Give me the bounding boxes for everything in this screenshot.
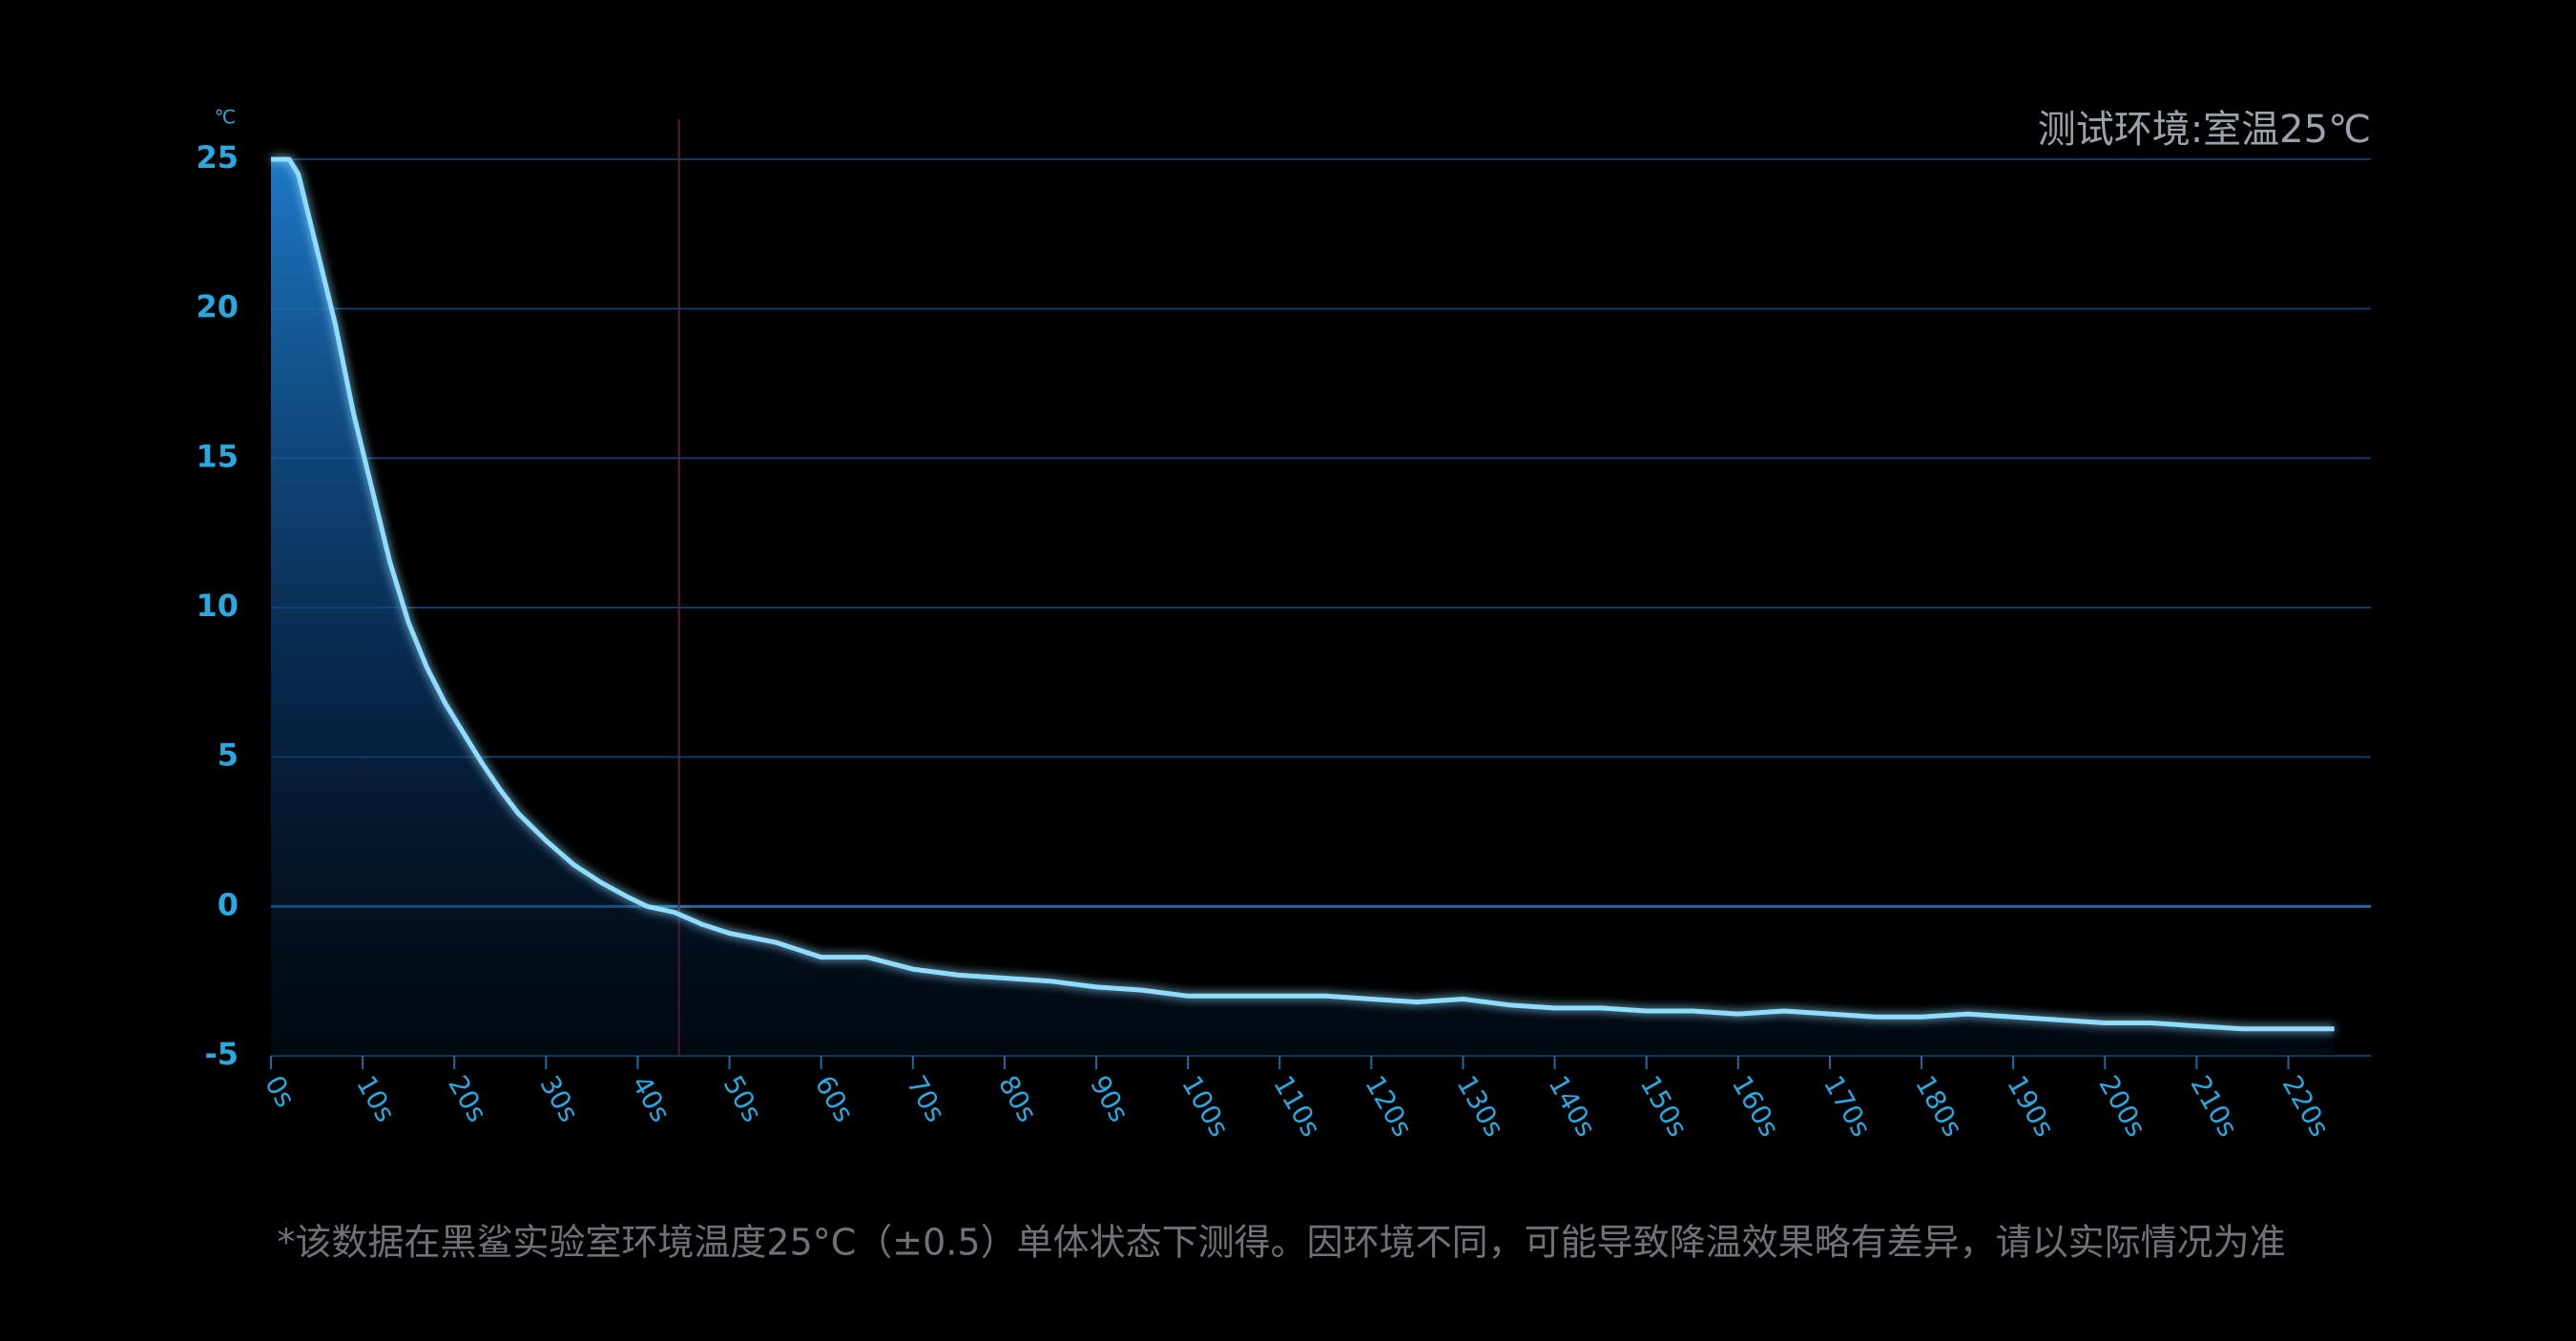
y-tick-label: -5: [204, 1036, 239, 1072]
y-tick-label: 5: [218, 737, 239, 774]
x-tick-label: 20s: [442, 1070, 493, 1127]
x-tick-label: 200s: [2092, 1070, 2152, 1142]
x-tick-label: 220s: [2276, 1070, 2337, 1142]
x-tick-label: 160s: [1726, 1070, 1786, 1142]
x-tick-label: 10s: [350, 1070, 402, 1127]
area: [271, 159, 2335, 1056]
x-tick-label: 180s: [1909, 1070, 1969, 1142]
y-tick-label: 15: [196, 438, 239, 474]
x-tick-label: 50s: [717, 1070, 769, 1127]
x-tick-label: 150s: [1634, 1070, 1694, 1142]
x-tick-label: 80s: [992, 1070, 1044, 1127]
x-tick-label: 170s: [1818, 1070, 1878, 1142]
x-tick-label: 40s: [625, 1070, 676, 1127]
x-tick-label: 30s: [533, 1070, 585, 1127]
y-tick-label: 0: [218, 886, 239, 922]
y-unit: ℃: [215, 106, 236, 129]
footnote: *该数据在黑鲨实验室环境温度25°C（±0.5）单体状态下测得。因环境不同，可能…: [277, 1222, 2285, 1264]
x-tick-label: 0s: [259, 1070, 301, 1113]
x-tick-label: 110s: [1267, 1070, 1327, 1142]
x-tick-label: 120s: [1359, 1070, 1419, 1142]
x-tick-label: 60s: [809, 1070, 861, 1127]
y-tick-label: 25: [196, 139, 239, 175]
line: [271, 156, 2335, 1032]
x-tick-label: 190s: [2001, 1070, 2061, 1142]
x-tick-label: 70s: [901, 1070, 952, 1127]
annotation: 测试环境:室温25℃: [2038, 108, 2371, 152]
y-tick-label: 10: [196, 588, 239, 624]
x-tick-label: 100s: [1175, 1070, 1236, 1142]
x-tick-label: 140s: [1543, 1070, 1603, 1142]
x-tick-label: 210s: [2184, 1070, 2244, 1142]
y-tick-label: 20: [196, 289, 239, 325]
x-tick-label: 130s: [1450, 1070, 1510, 1142]
x-tick-label: 90s: [1084, 1070, 1135, 1127]
